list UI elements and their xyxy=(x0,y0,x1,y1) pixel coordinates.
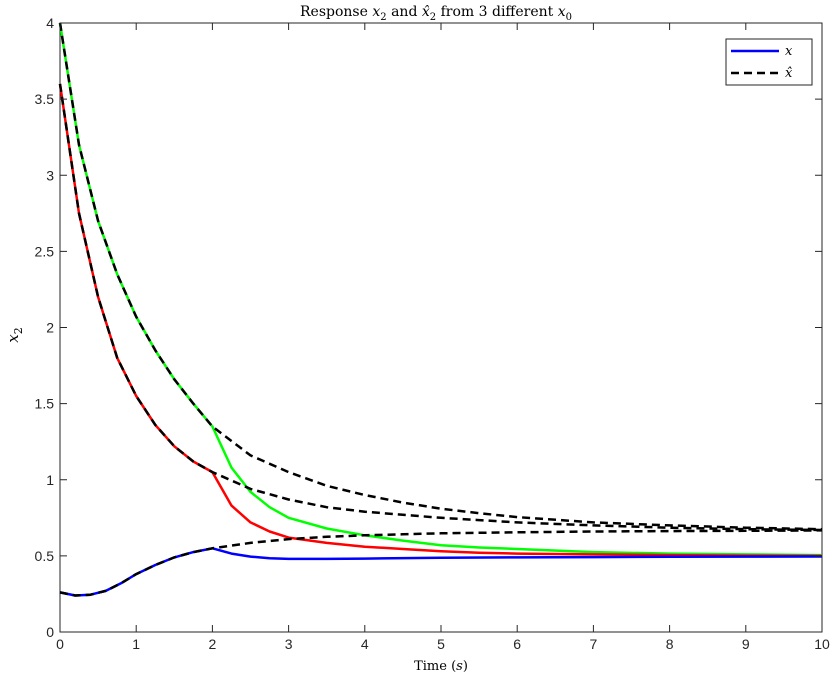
x-tick-label: 3 xyxy=(285,636,293,652)
estimate-line-3 xyxy=(58,22,823,531)
series-layer xyxy=(58,22,823,597)
x-tick-label: 5 xyxy=(437,636,445,652)
y-tick-label: 0.5 xyxy=(35,548,55,564)
legend-label-x: x xyxy=(785,44,793,59)
x-tick-label: 6 xyxy=(513,636,521,652)
legend: x x̂ xyxy=(725,38,813,86)
y-tick-label: 1.5 xyxy=(35,396,55,412)
x-tick-label: 8 xyxy=(666,636,674,652)
x-tick-label: 2 xyxy=(209,636,217,652)
state-line-1 xyxy=(58,83,823,558)
y-tick-label: 3.5 xyxy=(35,91,55,107)
tick-layer: 0 1 2 3 4 5 6 7 8 9 10 0 0.5 1 1.5 2 2.5 3 3.5 4 xyxy=(35,15,830,652)
x-tick-label: 0 xyxy=(56,636,64,652)
chart-title: Response x2 and x̂2 from 3 different x0 xyxy=(300,4,572,23)
y-tick-label: 0 xyxy=(46,624,54,640)
estimate-line-5 xyxy=(59,529,823,597)
y-tick-label: 3 xyxy=(46,167,54,183)
y-tick-label: 4 xyxy=(46,15,54,31)
y-axis-label: x2 xyxy=(4,327,25,342)
y-tick-label: 2.5 xyxy=(35,243,55,259)
x-tick-label: 1 xyxy=(132,636,140,652)
x-tick-label: 9 xyxy=(742,636,750,652)
x-tick-label: 4 xyxy=(361,636,369,652)
x-tick-label: 10 xyxy=(814,636,830,652)
legend-box xyxy=(725,38,813,86)
legend-label-xhat: x̂ xyxy=(785,66,793,81)
y-tick-label: 1 xyxy=(46,472,54,488)
x-tick-label: 7 xyxy=(590,636,598,652)
estimate-line-4 xyxy=(58,83,823,532)
x-axis-label: Time (s) xyxy=(414,659,468,674)
y-tick-label: 2 xyxy=(46,320,54,336)
